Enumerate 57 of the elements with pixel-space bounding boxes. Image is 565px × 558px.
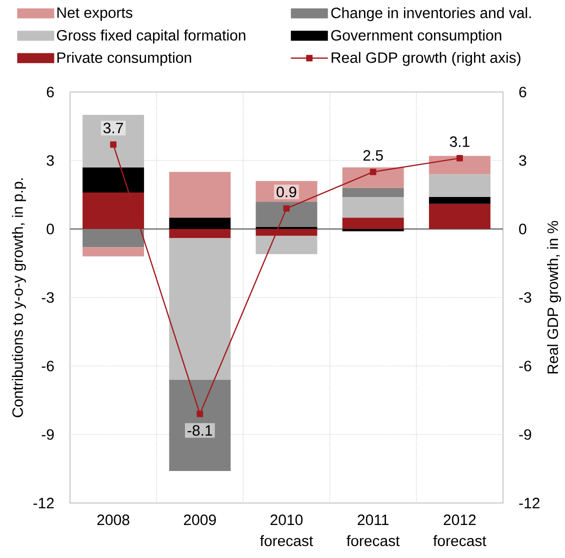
- point: [283, 205, 290, 212]
- data-label: 2.5: [363, 150, 383, 161]
- bar: [82, 167, 144, 192]
- bar: [428, 156, 490, 174]
- legend-label: Private consumption: [57, 52, 192, 66]
- data-label: -8.1: [188, 425, 212, 436]
- legend-label: Net exports: [57, 7, 132, 21]
- y2-tick-label: -12: [519, 498, 540, 508]
- point: [456, 155, 463, 162]
- x-tick-label: 2011 forecast: [346, 514, 400, 546]
- legend-label: Government consumption: [331, 30, 502, 44]
- bar: [428, 204, 490, 229]
- y2-tick-label: -6: [519, 360, 532, 372]
- x-tick-label: 2012 forecast: [433, 514, 486, 546]
- bar: [256, 236, 318, 254]
- x-tick-label: 2010 forecast: [260, 514, 314, 546]
- bar: [169, 238, 231, 380]
- data-label: 3.7: [103, 122, 123, 134]
- y2-tick-label: -9: [519, 429, 532, 440]
- bar: [169, 172, 231, 218]
- data-label: 0.9: [276, 186, 296, 198]
- x-tick-label: 2009: [184, 514, 216, 526]
- bar: [342, 167, 404, 188]
- bar: [428, 197, 490, 204]
- y2-axis-title: Real GDP growth, in %: [547, 220, 562, 374]
- bar: [169, 229, 231, 238]
- y-tick-label: -9: [42, 429, 54, 440]
- y2-tick-label: 3: [519, 155, 526, 166]
- y2-tick-label: 0: [519, 224, 526, 234]
- bar: [342, 218, 404, 229]
- bar: [169, 380, 231, 472]
- point: [110, 141, 117, 148]
- y-tick-label: 0: [46, 224, 54, 234]
- y2-tick-label: 6: [519, 86, 526, 98]
- bar: [428, 174, 490, 198]
- bar: [256, 181, 318, 202]
- point: [370, 168, 376, 176]
- legend-label: Real GDP growth (right axis): [332, 52, 520, 66]
- bar: [82, 247, 144, 256]
- y-axis-title: Contributions to y-o-y growth, in p.p.: [12, 178, 26, 418]
- y2-tick-label: -3: [519, 292, 532, 303]
- y-tick-label: -12: [33, 498, 54, 508]
- bar: [169, 218, 231, 229]
- y-tick-label: -3: [42, 292, 54, 303]
- point: [196, 410, 204, 418]
- y-tick-label: 6: [46, 86, 54, 98]
- x-tick-label: 2008: [97, 514, 130, 526]
- data-label: 3.1: [450, 136, 470, 148]
- bar: [256, 229, 318, 236]
- bar: [256, 202, 318, 227]
- legend-label: Change in inventories and val.: [331, 7, 531, 22]
- y-tick-label: 3: [46, 155, 54, 166]
- y-tick-label: -6: [42, 360, 54, 372]
- bar: [82, 114, 144, 168]
- legend-label: Gross fixed capital formation: [56, 30, 246, 44]
- bar: [342, 188, 404, 198]
- bar: [342, 197, 404, 218]
